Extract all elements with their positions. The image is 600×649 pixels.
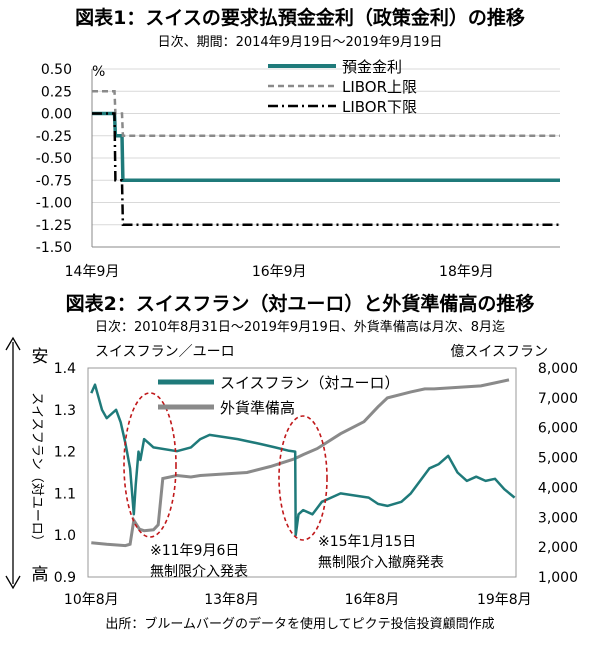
chart2-x-axis: 10年8月 13年8月 16年8月 19年8月 [64,592,532,608]
chart2-right-y-axis: 8,000 7,000 6,000 5,000 4,000 3,000 2,000 1,000 [538,361,578,586]
chart2-right-y-tick-label: 2,000 [538,540,578,556]
chart2-subtitle: 日次：2010年8月31日～2019年9月19日、外貨準備高は月次、8月迄 [95,319,505,335]
chart1-x-tick-label: 14年9月 [65,264,120,280]
chart1-y-tick-label: -0.25 [36,129,72,145]
chart2-right-y-tick-label: 7,000 [538,391,578,407]
chart1-y-tick-label: 0.50 [41,62,72,78]
chart2-left-y-axis: 1.4 1.3 1.2 1.1 1.0 0.9 [54,361,76,586]
chart1-x-tick-label: 16年9月 [252,264,307,280]
chart2-right-y-tick-label: 6,000 [538,421,578,437]
annotation-ellipse-2015 [278,415,328,541]
chart1-y-tick-label: -0.50 [36,151,72,167]
chart1-y-tick-label: -1.25 [36,218,72,234]
chart2-right-y-tick-label: 8,000 [538,361,578,377]
chart2-x-tick-label: 10年8月 [64,592,119,608]
chart1-subtitle: 日次、期間：2014年9月19日～2019年9月19日 [158,34,443,50]
annotation-2015-date: ※15年1月15日 [318,534,416,550]
chart2-left-axis-label: スイスフラン／ユーロ [95,344,235,360]
chart2-right-y-tick-label: 3,000 [538,510,578,526]
chart2-left-direction-arrow [5,336,21,590]
chart1-x-axis: 14年9月 16年9月 18年9月 [65,264,494,280]
chart2-expensive-label: 高 [32,565,49,585]
legend-label-libor-upper: LIBOR上限 [342,78,417,96]
chart1-series [92,90,560,227]
chart2-x-tick-label: 19年8月 [477,592,532,608]
annotation-2015-text: 無制限介入撤廃発表 [318,554,444,571]
chart1-y-tick-label: 0.00 [41,107,72,123]
chart2-plot-border [87,367,517,578]
annotation-ellipse-2011 [123,392,177,538]
chart1-x-tick-label: 18年9月 [439,264,494,280]
chart1-line-libor-lower [92,112,560,227]
legend-label-fx-reserves: 外貨準備高 [220,399,295,417]
chart1-title: 図表1：スイスの要求払預金金利（政策金利）の推移 [75,6,525,29]
chart2-left-y-tick-label: 1.3 [54,403,76,419]
chart1-y-tick-label: -1.50 [36,240,72,256]
chart2-cheap-label: 安 [32,347,49,367]
chart2-left-side-label: スイスフラン（対ユーロ） [29,392,44,548]
legend-label-libor-lower: LIBOR下限 [342,98,417,116]
chart1-line-deposit-rate [92,111,560,183]
chart2-series [90,378,516,548]
chart1-y-axis: 0.50 0.25 0.00 -0.25 -0.50 -0.75 -1.00 -1.25 -1.… [36,62,72,256]
chart1-unit-label: % [92,64,105,80]
chart2-x-tick-label: 13年8月 [204,592,259,608]
chart2-title: 図表2：スイスフラン（対ユーロ）と外貨準備高の推移 [66,292,535,315]
chart2-left-y-tick-label: 1.2 [54,445,76,461]
chart1-gridlines [91,68,560,248]
annotation-2011-date: ※11年9月6日 [150,543,239,559]
chart1-y-tick-label: -1.00 [36,196,72,212]
source-footer: 出所：ブルームバーグのデータを使用してピクテ投信投資顧問作成 [105,616,494,632]
chart2-right-y-tick-label: 1,000 [538,570,578,586]
chart2-right-y-tick-label: 4,000 [538,480,578,496]
chart2-left-y-tick-label: 0.9 [54,570,76,586]
chart1-y-tick-label: -0.75 [36,173,72,189]
chart2-right-y-tick-label: 5,000 [538,451,578,467]
chart2-left-y-tick-label: 1.1 [54,486,76,502]
chart2-left-y-tick-label: 1.4 [54,361,76,377]
chart2-x-tick-label: 16年8月 [345,592,400,608]
chart2-plot-frame [87,367,517,578]
chart2-right-axis-label: 億スイスフラン [450,344,548,360]
chart2-line-fx-reserves [91,378,510,548]
chart2-left-y-tick-label: 1.0 [54,528,76,544]
legend-label-deposit-rate: 預金金利 [342,58,402,76]
annotation-2011-text: 無制限介入発表 [150,564,248,580]
chart1-y-tick-label: 0.25 [41,84,72,100]
chart2-legend: スイスフラン（対ユーロ） 外貨準備高 [158,374,400,417]
legend-label-chf-eur: スイスフラン（対ユーロ） [220,374,400,392]
chart1-legend: 預金金利 LIBOR上限 LIBOR下限 [268,58,417,116]
chart2-line-chf-eur [90,383,516,537]
